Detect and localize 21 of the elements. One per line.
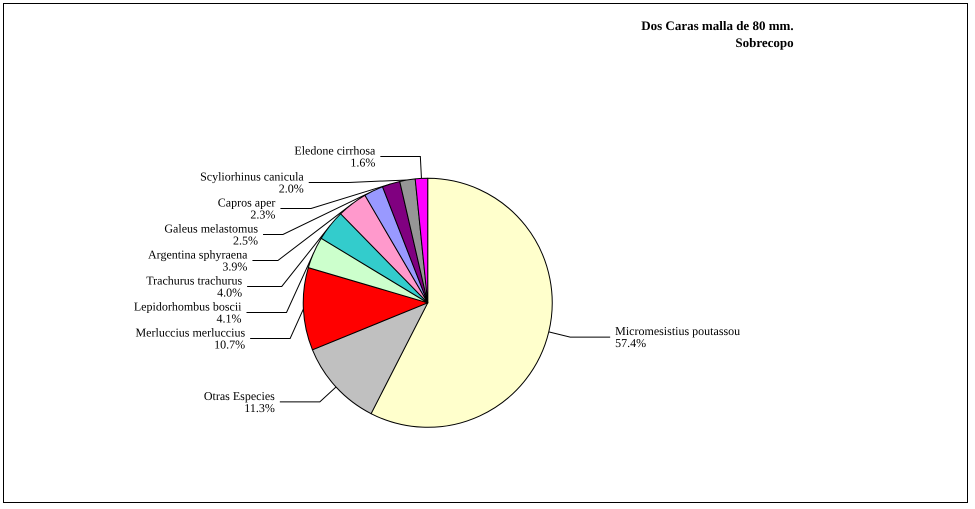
slice-label: Capros aper <box>218 195 276 210</box>
data-label: 4.1% <box>216 311 242 326</box>
data-label: 1.6% <box>350 155 376 170</box>
slice-label: Eledone cirrhosa <box>294 143 376 158</box>
data-label: 2.0% <box>278 181 304 196</box>
slice-label: Scyliorhinus canicula <box>200 169 304 184</box>
data-label: 3.9% <box>222 259 248 274</box>
data-label: 10.7% <box>214 337 246 352</box>
slice-label: Otras Especies <box>204 388 276 403</box>
chart-subtitle: Sobrecopo <box>735 35 794 50</box>
data-label: 2.3% <box>250 207 276 222</box>
slice-label: Argentina sphyraena <box>148 247 248 262</box>
slice-label: Merluccius merluccius <box>135 325 246 340</box>
slice-label: Micromesistius poutassou <box>615 324 740 338</box>
data-label: 2.5% <box>233 233 258 248</box>
slice-label: Lepidorhombus boscii <box>134 299 242 314</box>
data-label: 57.4% <box>615 336 646 350</box>
chart-title: Dos Caras malla de 80 mm. <box>641 18 794 33</box>
slice-label: Trachurus trachurus <box>146 273 242 288</box>
slice-label: Galeus melastomus <box>164 221 258 236</box>
data-label: 4.0% <box>217 285 242 300</box>
